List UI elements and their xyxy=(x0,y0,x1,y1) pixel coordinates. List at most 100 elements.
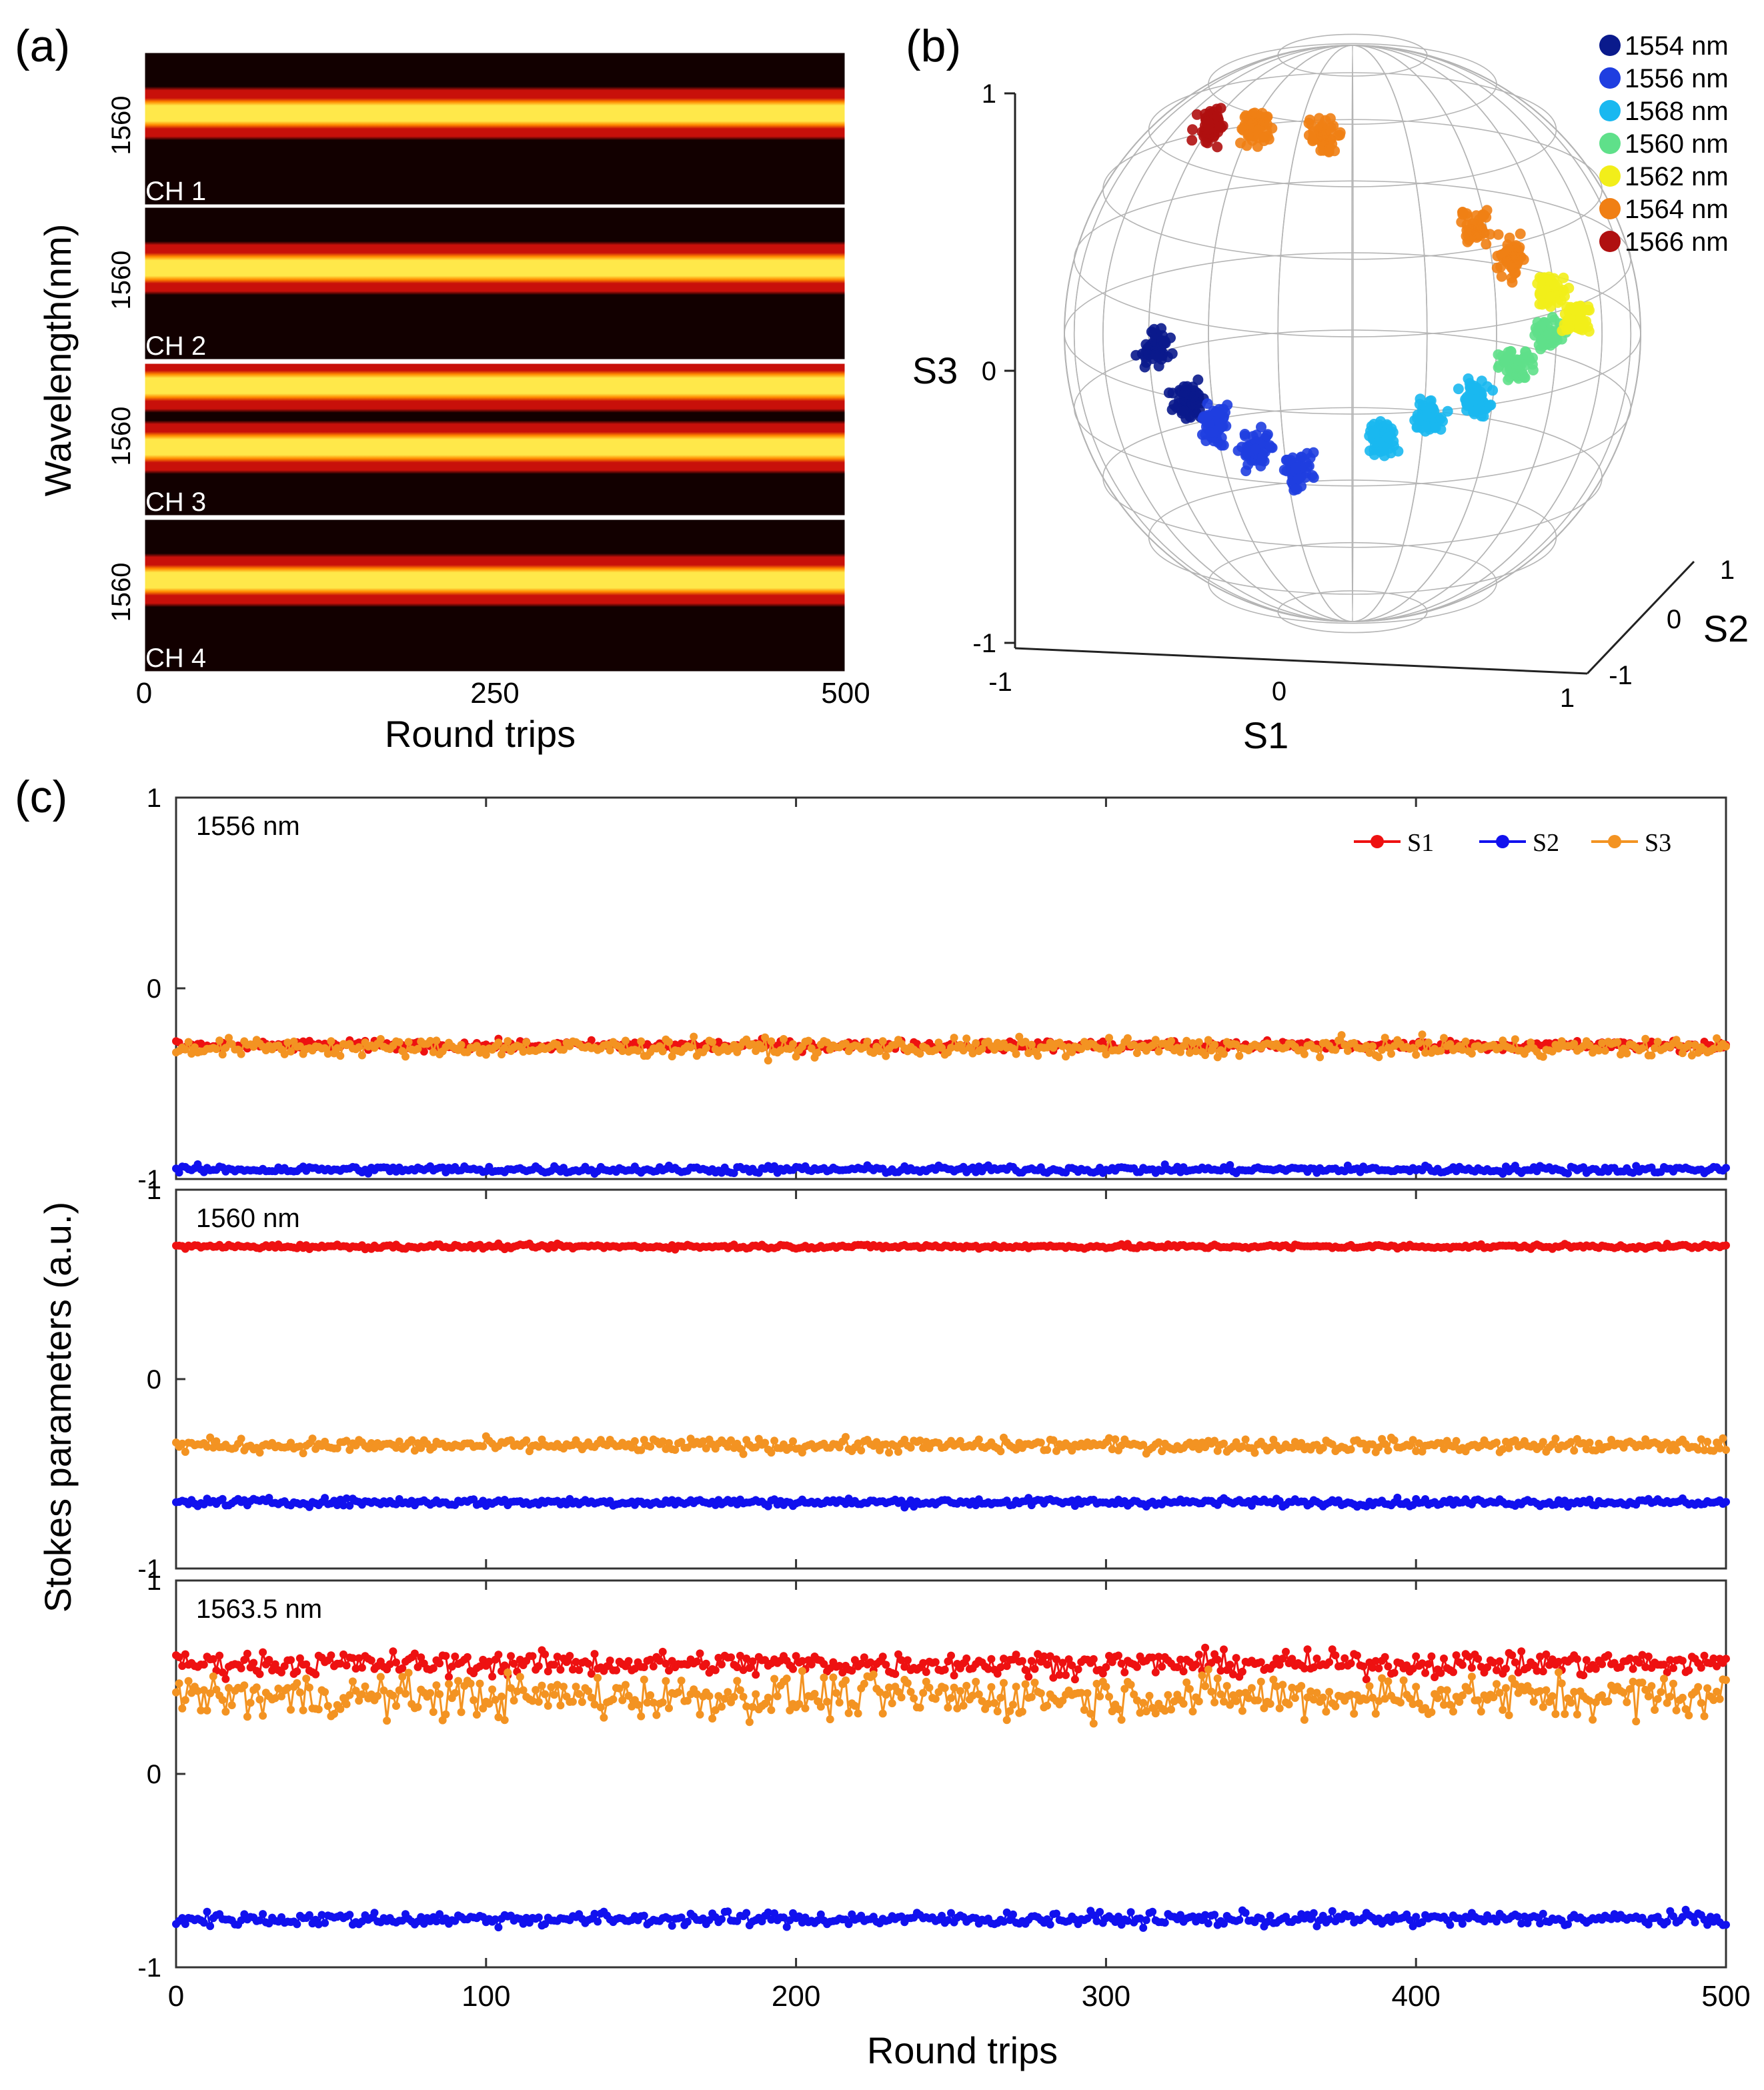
series-marker xyxy=(965,1043,974,1052)
series-marker xyxy=(1194,1651,1203,1659)
series-marker xyxy=(696,1649,704,1658)
series-marker xyxy=(1235,1052,1244,1060)
series-marker xyxy=(630,1038,639,1047)
series-marker xyxy=(1105,1434,1113,1442)
series-marker xyxy=(1493,1438,1501,1447)
series-marker xyxy=(677,1438,686,1446)
series-marker xyxy=(1207,1659,1216,1667)
series-marker xyxy=(702,1659,710,1668)
series-marker xyxy=(1012,1445,1020,1454)
series-marker xyxy=(1188,1039,1197,1048)
series-marker xyxy=(1300,1664,1308,1673)
series-marker xyxy=(1570,1446,1579,1455)
series-marker xyxy=(175,1168,183,1177)
sphere-point xyxy=(1393,445,1404,457)
series-marker xyxy=(1058,1659,1067,1667)
series-marker xyxy=(1328,1440,1337,1448)
series-marker xyxy=(1288,1655,1296,1663)
sphere-point xyxy=(1463,234,1475,245)
series-marker xyxy=(1278,1655,1287,1663)
series-marker xyxy=(1068,1446,1076,1455)
series-marker xyxy=(370,1909,379,1917)
series-marker xyxy=(662,1444,670,1453)
series-marker xyxy=(699,1437,708,1446)
sphere-point xyxy=(1188,391,1199,403)
series-marker xyxy=(900,1435,909,1444)
sphere-point xyxy=(1425,401,1437,413)
series-marker xyxy=(249,1042,258,1051)
series-marker xyxy=(885,1448,893,1457)
series-marker xyxy=(1012,1651,1020,1659)
sphere-series-1556-nm xyxy=(1196,398,1319,496)
sphere-point xyxy=(1552,297,1563,308)
s1-tick-label: 1 xyxy=(1560,684,1575,713)
series-marker xyxy=(1303,1645,1312,1654)
s1-tick-label: 0 xyxy=(1272,677,1286,706)
series-marker xyxy=(215,1651,224,1660)
series-marker xyxy=(842,1039,850,1048)
series-marker xyxy=(367,1656,375,1665)
series-marker xyxy=(1446,1040,1455,1048)
series-marker xyxy=(1508,1045,1517,1054)
series-marker xyxy=(1092,1917,1101,1925)
series-marker xyxy=(1120,1668,1129,1677)
legend-label: 1564 nm xyxy=(1625,195,1729,224)
series-marker xyxy=(1272,1655,1280,1663)
stokes-series-S3 xyxy=(172,1432,1730,1458)
s2-tick-label: 1 xyxy=(1720,556,1735,585)
series-marker xyxy=(1269,1661,1278,1669)
series-marker xyxy=(1709,1446,1718,1455)
series-marker xyxy=(1499,1445,1507,1454)
series-marker xyxy=(498,1050,506,1059)
legend-label: 1568 nm xyxy=(1625,97,1729,126)
series-marker xyxy=(1114,1913,1122,1921)
series-marker xyxy=(218,1494,227,1503)
sphere-point xyxy=(1457,207,1469,218)
heatmap-x-ticks: 0 250 500 xyxy=(136,677,870,710)
series-marker xyxy=(662,1659,670,1668)
series-marker xyxy=(287,1656,295,1665)
series-marker xyxy=(702,1044,710,1052)
sphere-point xyxy=(1205,427,1216,438)
sphere-point xyxy=(1146,326,1157,337)
sphere-point xyxy=(1545,291,1557,303)
s3-tick-label: 0 xyxy=(982,357,996,386)
sphere-point xyxy=(1257,449,1268,461)
sphere-point xyxy=(1199,411,1210,423)
series-marker xyxy=(212,1045,221,1054)
series-marker xyxy=(203,1907,211,1916)
series-marker xyxy=(1040,1652,1048,1661)
series-marker xyxy=(1111,1435,1120,1444)
series-marker xyxy=(1415,1439,1423,1448)
y-tick-label: 1 xyxy=(147,784,161,813)
series-marker xyxy=(1263,1918,1272,1926)
series-marker xyxy=(1027,1657,1036,1665)
series-marker xyxy=(1362,1675,1371,1684)
series-marker xyxy=(1523,1045,1532,1054)
series-marker xyxy=(1062,1052,1070,1061)
series-marker xyxy=(1353,1651,1361,1660)
series-marker xyxy=(848,1667,856,1675)
y-tick-label: 1 xyxy=(147,1176,161,1205)
series-marker xyxy=(407,1436,416,1444)
series-marker xyxy=(1024,1049,1033,1058)
series-marker xyxy=(199,1661,208,1669)
series-marker xyxy=(1275,1661,1284,1669)
sphere-point xyxy=(1563,323,1575,335)
series-marker xyxy=(1715,1444,1724,1452)
series-marker xyxy=(1722,1655,1730,1663)
series-marker xyxy=(321,1494,329,1502)
sphere-point xyxy=(1212,111,1223,122)
series-marker xyxy=(1154,1653,1163,1661)
sphere-point xyxy=(1369,449,1380,460)
series-marker xyxy=(175,1653,183,1661)
series-marker xyxy=(1123,1034,1132,1042)
series-marker xyxy=(1700,1651,1709,1660)
sphere-point xyxy=(1527,359,1538,370)
legend-marker xyxy=(1599,100,1621,121)
series-marker xyxy=(1238,1667,1246,1676)
series-marker xyxy=(987,1655,996,1663)
series-marker xyxy=(1009,1910,1017,1919)
series-marker xyxy=(770,1436,779,1445)
series-marker xyxy=(1256,1658,1265,1667)
